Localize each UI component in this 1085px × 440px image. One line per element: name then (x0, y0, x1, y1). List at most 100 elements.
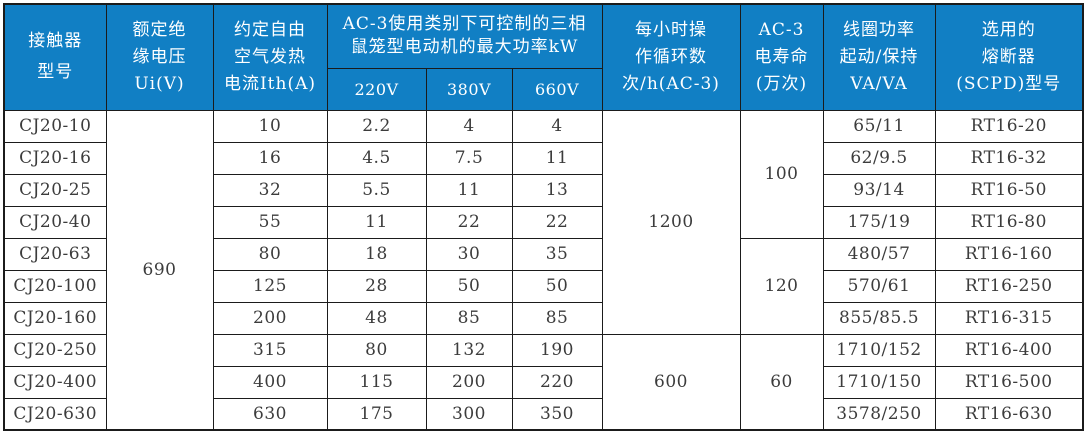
header-voltage-line1: 额定绝 (132, 19, 187, 40)
header-electrical-life: AC-3 电寿命 (万次) (739, 3, 824, 111)
cell-model: CJ20-10 (3, 109, 107, 143)
cell-coil: 93/14 (822, 173, 936, 207)
cell-ui-voltage-merged: 690 (105, 109, 214, 431)
cell-fuse: RT16-250 (934, 269, 1084, 303)
cell-fuse: RT16-160 (934, 237, 1084, 271)
cell-model: CJ20-16 (3, 141, 107, 175)
header-current-line2: 空气发热 (234, 46, 306, 67)
header-coil-line3: VA/VA (850, 73, 908, 94)
cell-p220: 5.5 (326, 173, 427, 207)
header-sub-380v: 380V (425, 67, 513, 111)
cell-ith: 630 (212, 397, 328, 431)
cell-p660: 220 (511, 365, 603, 399)
header-cycles-line2: 作循环数 (635, 46, 708, 67)
cell-fuse: RT16-80 (934, 205, 1084, 239)
cell-coil: 570/61 (822, 269, 936, 303)
cell-coil: 175/19 (822, 205, 936, 239)
header-insulation-voltage: 额定绝 缘电压 Ui(V) (105, 3, 214, 111)
header-ac3-power-group: AC-3使用类别下可控制的三相 鼠笼型电动机的最大功率kW (326, 3, 603, 69)
cell-p380: 85 (425, 301, 513, 335)
header-current-line1: 约定自由 (234, 19, 306, 40)
cell-fuse: RT16-630 (934, 397, 1084, 431)
table-row: CJ20-25 32 5.5 11 13 93/14 RT16-50 (3, 173, 1084, 207)
header-fuse-type: 选用的 熔断器 (SCPD)型号 (934, 3, 1084, 111)
cell-ith: 80 (212, 237, 328, 271)
cell-model: CJ20-630 (3, 397, 107, 431)
table-row: CJ20-40 55 11 22 22 175/19 RT16-80 (3, 205, 1084, 239)
header-fuse-line2: 熔断器 (981, 46, 1036, 67)
cell-cycles-merged: 1200 (601, 109, 741, 335)
header-voltage-line3: Ui(V) (134, 73, 185, 94)
header-coil-power: 线圈功率 起动/保持 VA/VA (822, 3, 936, 111)
cell-p220: 2.2 (326, 109, 427, 143)
cell-model: CJ20-250 (3, 333, 107, 367)
cell-fuse: RT16-315 (934, 301, 1084, 335)
header-coil-line2: 起动/保持 (839, 46, 919, 67)
cell-p660: 350 (511, 397, 603, 431)
table-row: CJ20-10 690 10 2.2 4 4 1200 100 65/11 RT… (3, 109, 1084, 431)
header-cycles-line3: 次/h(AC-3) (622, 73, 720, 94)
header-cycles-per-hour: 每小时操 作循环数 次/h(AC-3) (601, 3, 741, 111)
cell-p220: 4.5 (326, 141, 427, 175)
cell-p220: 175 (326, 397, 427, 431)
cell-cycles-merged: 600 (601, 333, 741, 431)
cell-model: CJ20-100 (3, 269, 107, 303)
cell-p220: 18 (326, 237, 427, 271)
cell-ith: 125 (212, 269, 328, 303)
cell-coil: 1710/150 (822, 365, 936, 399)
cell-p660: 85 (511, 301, 603, 335)
cell-life-merged: 120 (739, 237, 824, 335)
header-power-line1: AC-3使用类别下可控制的三相 (342, 14, 587, 35)
cell-ith: 55 (212, 205, 328, 239)
cell-model: CJ20-40 (3, 205, 107, 239)
header-coil-line1: 线圈功率 (843, 19, 916, 40)
cell-p380: 22 (425, 205, 513, 239)
cell-coil: 3578/250 (822, 397, 936, 431)
cell-coil: 1710/152 (822, 333, 936, 367)
cell-p220: 48 (326, 301, 427, 335)
cell-p660: 50 (511, 269, 603, 303)
header-model-line2: 型号 (37, 62, 74, 83)
table-row: CJ20-100 125 28 50 50 570/61 RT16-250 (3, 269, 1084, 303)
cell-ith: 200 (212, 301, 328, 335)
cell-fuse: RT16-32 (934, 141, 1084, 175)
cell-ith: 400 (212, 365, 328, 399)
cell-model: CJ20-25 (3, 173, 107, 207)
cell-ith: 32 (212, 173, 328, 207)
cell-model: CJ20-400 (3, 365, 107, 399)
cell-fuse: RT16-50 (934, 173, 1084, 207)
table-row: CJ20-63 80 18 30 35 120 480/57 RT16-160 (3, 237, 1084, 335)
cell-p660: 11 (511, 141, 603, 175)
cell-model: CJ20-63 (3, 237, 107, 271)
cell-p220: 115 (326, 365, 427, 399)
header-current-line3: 电流Ith(A) (223, 73, 317, 94)
header-voltage-line2: 缘电压 (132, 46, 187, 67)
header-model: 接触器 型号 (3, 3, 107, 111)
header-sub-660v: 660V (511, 67, 603, 111)
cell-p380: 11 (425, 173, 513, 207)
cell-ith: 16 (212, 141, 328, 175)
cell-p220: 80 (326, 333, 427, 367)
cell-coil: 62/9.5 (822, 141, 936, 175)
cell-fuse: RT16-20 (934, 109, 1084, 143)
cell-model: CJ20-160 (3, 301, 107, 335)
cell-ith: 10 (212, 109, 328, 143)
table-row: CJ20-250 315 80 132 190 600 60 1710/152 … (3, 333, 1084, 431)
cell-p660: 190 (511, 333, 603, 367)
cell-p660: 22 (511, 205, 603, 239)
table-header: 接触器 型号 额定绝 缘电压 Ui(V) 约定自由 空气发热 电流Ith(A) (3, 3, 1084, 111)
header-model-line1: 接触器 (28, 31, 83, 52)
table-row: CJ20-630 630 175 300 350 3578/250 RT16-6… (3, 397, 1084, 431)
cell-p660: 13 (511, 173, 603, 207)
cell-p380: 132 (425, 333, 513, 367)
cell-ith: 315 (212, 333, 328, 367)
cell-life-merged: 100 (739, 109, 824, 239)
cell-coil: 855/85.5 (822, 301, 936, 335)
header-life-line1: AC-3 (758, 19, 805, 40)
header-cycles-line1: 每小时操 (635, 19, 708, 40)
cell-coil: 65/11 (822, 109, 936, 143)
table-row: CJ20-16 16 4.5 7.5 11 62/9.5 RT16-32 (3, 141, 1084, 175)
cell-p660: 4 (511, 109, 603, 143)
cell-p380: 200 (425, 365, 513, 399)
